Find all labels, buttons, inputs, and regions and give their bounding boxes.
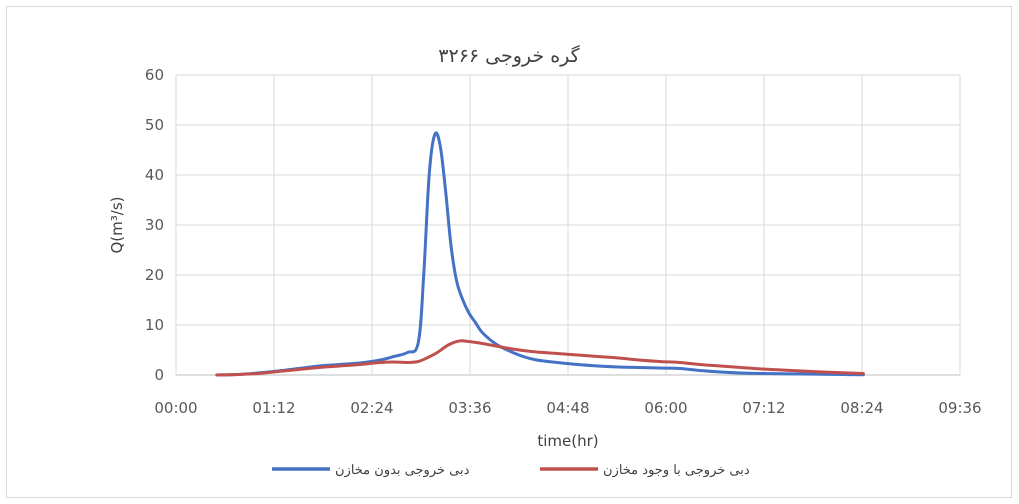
chart-frame [6,6,1012,498]
x-tick-label: 01:12 [252,399,295,417]
y-tick-label: 0 [154,366,164,384]
y-axis-title: Q(m³/s) [108,196,126,253]
x-tick-label: 00:00 [154,399,197,417]
x-tick-label: 09:36 [938,399,981,417]
y-tick-label: 50 [145,116,164,134]
x-axis-title: time(hr) [537,432,598,450]
legend-label-with-reservoirs: دبی خروجی با وجود مخازن [603,463,750,478]
x-tick-label: 08:24 [840,399,883,417]
y-tick-label: 30 [145,216,164,234]
x-tick-label: 06:00 [644,399,687,417]
y-tick-label: 40 [145,166,164,184]
y-tick-label: 20 [145,266,164,284]
x-tick-label: 03:36 [448,399,491,417]
legend-label-without-reservoirs: دبی خروجی بدون مخازن [335,463,470,478]
series-lines [215,131,865,377]
x-tick-label: 07:12 [742,399,785,417]
legend: دبی خروجی بدون مخازن دبی خروجی با وجود م… [272,463,750,478]
y-tick-label: 10 [145,316,164,334]
grid [175,74,961,376]
chart-title: گره خروجی ۳۲۶۶ [438,44,580,67]
y-tick-labels: 0 10 20 30 40 50 60 [145,66,164,384]
x-tick-label: 04:48 [546,399,589,417]
x-tick-label: 02:24 [350,399,393,417]
x-tick-labels: 00:00 01:12 02:24 03:36 04:48 06:00 07:12 08:24… [154,399,981,417]
y-tick-label: 60 [145,66,164,84]
series-line-with-reservoirs [215,339,865,377]
series-line-without-reservoirs [215,131,865,377]
